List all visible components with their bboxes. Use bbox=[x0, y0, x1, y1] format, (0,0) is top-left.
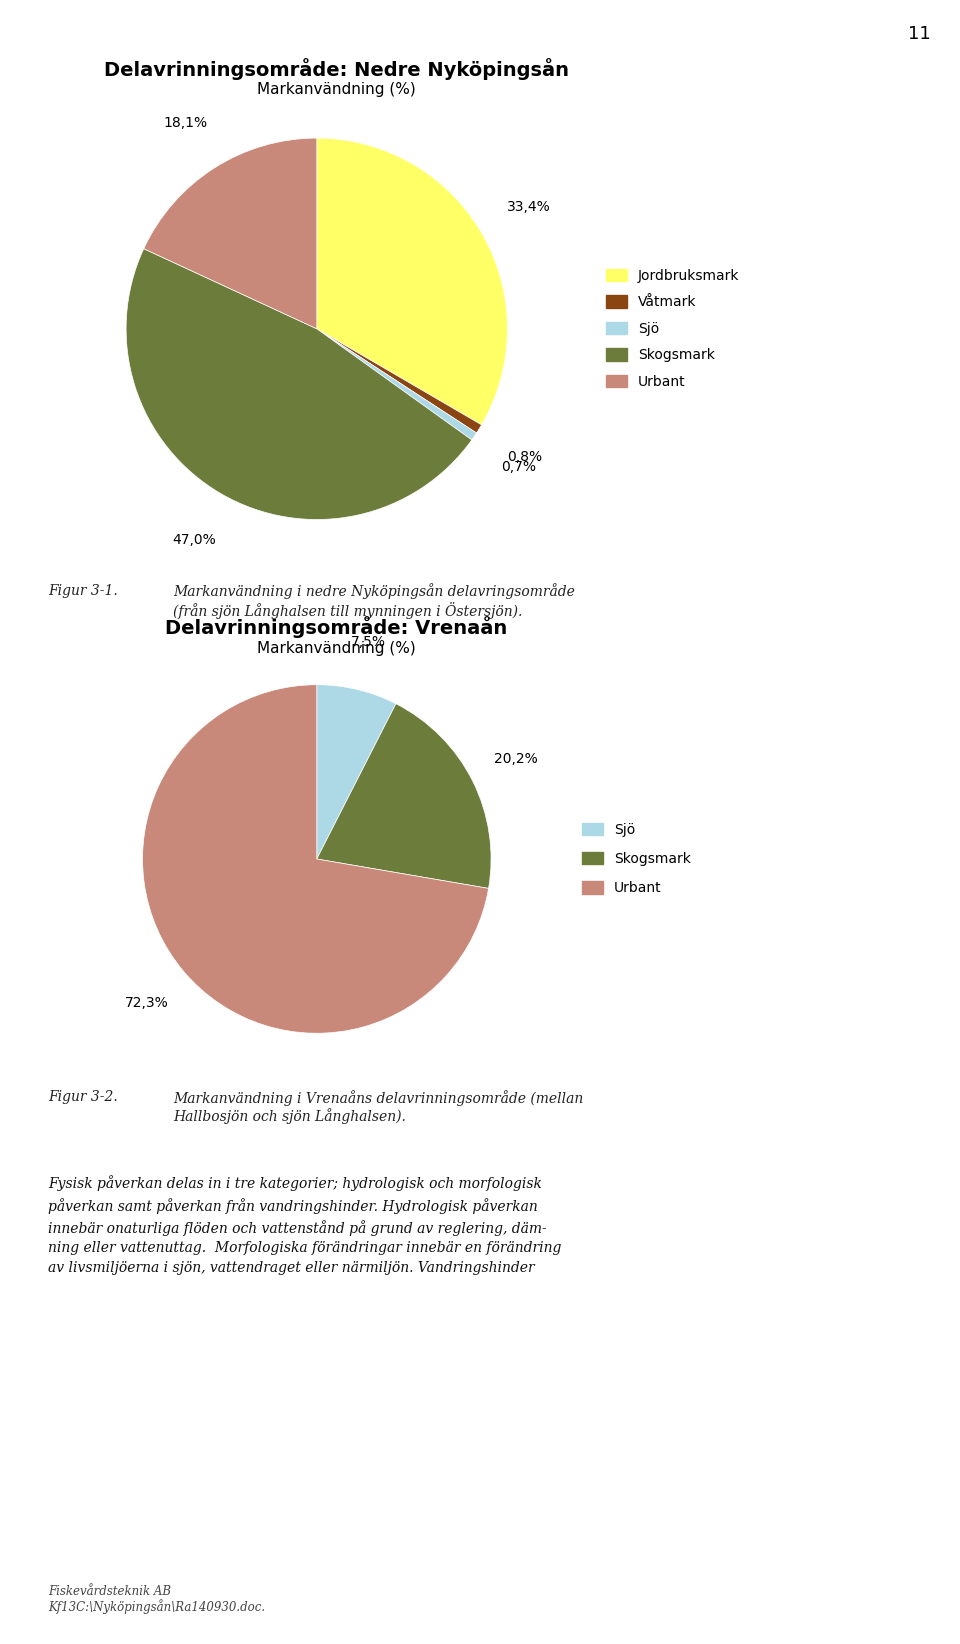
Text: Markanvändning (%): Markanvändning (%) bbox=[256, 641, 416, 656]
Wedge shape bbox=[126, 248, 471, 520]
Text: Fysisk påverkan delas in i tre kategorier; hydrologisk och morfologisk
påverkan : Fysisk påverkan delas in i tre kategorie… bbox=[48, 1175, 562, 1276]
Text: 72,3%: 72,3% bbox=[125, 996, 168, 1009]
Text: 47,0%: 47,0% bbox=[172, 533, 216, 547]
Legend: Sjö, Skogsmark, Urbant: Sjö, Skogsmark, Urbant bbox=[576, 817, 696, 901]
Wedge shape bbox=[317, 684, 396, 858]
Text: Figur 3-1.: Figur 3-1. bbox=[48, 584, 118, 598]
Text: 20,2%: 20,2% bbox=[494, 751, 538, 766]
Wedge shape bbox=[144, 138, 317, 329]
Text: Markanvändning (%): Markanvändning (%) bbox=[256, 82, 416, 97]
Wedge shape bbox=[317, 329, 482, 432]
Text: Figur 3-2.: Figur 3-2. bbox=[48, 1090, 118, 1105]
Wedge shape bbox=[317, 704, 492, 888]
Wedge shape bbox=[317, 138, 508, 424]
Text: 0,7%: 0,7% bbox=[501, 460, 536, 473]
Legend: Jordbruksmark, Våtmark, Sjö, Skogsmark, Urbant: Jordbruksmark, Våtmark, Sjö, Skogsmark, … bbox=[600, 263, 745, 395]
Wedge shape bbox=[317, 329, 476, 441]
Text: 7,5%: 7,5% bbox=[351, 635, 386, 649]
Text: 0,8%: 0,8% bbox=[507, 450, 542, 464]
Text: Delavrinningsområde: Vrenaån: Delavrinningsområde: Vrenaån bbox=[165, 616, 507, 638]
Text: Markanvändning i Vrenaåns delavrinningsområde (mellan
Hallbosjön och sjön Långha: Markanvändning i Vrenaåns delavrinningso… bbox=[173, 1090, 583, 1124]
Text: 11: 11 bbox=[908, 25, 931, 43]
Text: Markanvändning i nedre Nyköpingsån delavringsområde
(från sjön Långhalsen till m: Markanvändning i nedre Nyköpingsån delav… bbox=[173, 584, 575, 620]
Text: 18,1%: 18,1% bbox=[163, 117, 207, 130]
Wedge shape bbox=[142, 684, 489, 1032]
Text: Kf13C:\Nyköpingsån\Ra140930.doc.: Kf13C:\Nyköpingsån\Ra140930.doc. bbox=[48, 1600, 265, 1614]
Text: 33,4%: 33,4% bbox=[507, 201, 550, 214]
Text: Delavrinningsområde: Nedre Nyköpingsån: Delavrinningsområde: Nedre Nyköpingsån bbox=[104, 58, 568, 79]
Text: Fiskevårdsteknik AB: Fiskevårdsteknik AB bbox=[48, 1585, 171, 1598]
